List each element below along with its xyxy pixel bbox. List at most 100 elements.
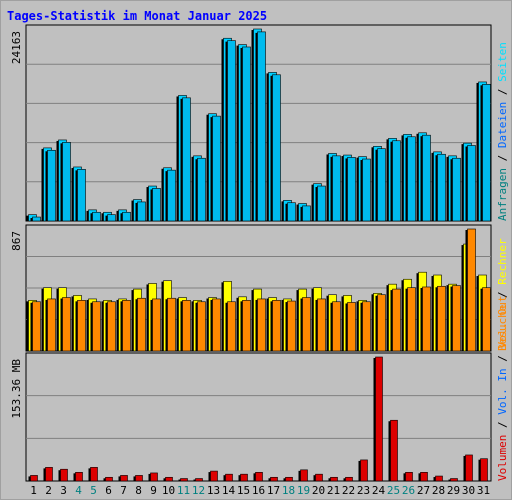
bar-rechner-day-8 — [135, 297, 146, 352]
bar-rechner-day-28-fill — [437, 285, 446, 352]
bar-dateien-day-23-fill — [362, 158, 371, 222]
x-tick-day-21: 21 — [327, 484, 340, 497]
x-tick-day-16: 16 — [252, 484, 265, 497]
bar-dateien-day-10-shadow — [165, 171, 168, 221]
bar-dateien-day-22-fill — [347, 157, 356, 222]
bar-volumen-day-15-fill — [240, 473, 248, 482]
bar-anfragen-day-9-shadow — [146, 187, 149, 221]
bar-dateien-day-7 — [120, 211, 131, 222]
bar-rechner-day-13 — [210, 298, 221, 352]
bar-anfragen-day-29-shadow — [446, 156, 449, 221]
bar-besuche-day-15-shadow — [236, 297, 239, 351]
bar-dateien-day-28-fill — [437, 153, 446, 222]
bar-volumen-day-24 — [373, 356, 383, 482]
bar-dateien-day-11 — [180, 97, 191, 222]
bar-dateien-day-28 — [435, 153, 446, 222]
bar-dateien-day-8 — [135, 201, 146, 222]
bar-volumen-day-23 — [358, 459, 368, 482]
bar-dateien-day-15 — [240, 46, 251, 222]
bar-volumen-day-19-shadow — [298, 470, 301, 481]
bar-rechner-day-9 — [150, 298, 161, 352]
bar-rechner-day-16 — [255, 298, 266, 352]
bar-dateien-day-12 — [195, 157, 206, 222]
bar-dateien-day-26-fill — [407, 136, 416, 222]
bar-dateien-day-3-fill — [62, 142, 71, 222]
bar-rechner-day-21-fill — [332, 301, 341, 352]
bar-besuche-day-18-shadow — [281, 299, 284, 351]
bar-rechner-day-16-shadow — [255, 299, 258, 351]
bar-besuche-day-19-shadow — [296, 290, 299, 351]
bar-dateien-day-21-shadow — [330, 156, 333, 221]
bar-volumen-day-2-shadow — [43, 468, 46, 481]
bar-volumen-day-27-shadow — [418, 473, 421, 481]
bar-rechner-day-19-shadow — [300, 298, 303, 351]
bar-rechner-day-7-shadow — [120, 301, 123, 351]
bar-besuche-day-25-shadow — [386, 285, 389, 351]
bar-dateien-day-24-fill — [377, 148, 386, 222]
bar-rechner-day-9-shadow — [150, 299, 153, 351]
bar-volumen-day-12 — [193, 478, 203, 482]
bar-anfragen-day-25-shadow — [386, 139, 389, 221]
bar-dateien-day-4-shadow — [75, 170, 78, 221]
bar-rechner-day-3-fill — [62, 297, 71, 352]
bar-dateien-day-29 — [450, 157, 461, 222]
bar-volumen-day-14-fill — [225, 473, 233, 482]
bar-dateien-day-28-shadow — [435, 155, 438, 221]
bar-rechner-day-29-shadow — [450, 286, 453, 351]
bar-dateien-day-19 — [300, 205, 311, 222]
bar-dateien-day-18-fill — [287, 202, 296, 222]
bar-anfragen-day-17-shadow — [266, 73, 269, 221]
bar-anfragen-day-10-shadow — [161, 168, 164, 221]
bar-rechner-day-15-fill — [242, 300, 251, 352]
bar-volumen-day-28-shadow — [433, 477, 436, 481]
y-max-label-middle: 867 — [10, 231, 23, 251]
bar-rechner-day-31-fill — [482, 287, 491, 352]
x-tick-day-8: 8 — [135, 484, 142, 497]
bar-volumen-day-10 — [163, 476, 173, 482]
bar-dateien-day-26 — [405, 136, 416, 222]
bar-dateien-day-11-shadow — [180, 98, 183, 221]
bar-rechner-day-23-shadow — [360, 302, 363, 351]
bar-volumen-day-20-fill — [315, 473, 323, 482]
bar-volumen-day-2 — [43, 467, 53, 482]
bar-rechner-day-26-shadow — [405, 288, 408, 351]
bar-volumen-day-6-fill — [105, 476, 113, 482]
bar-dateien-day-23 — [360, 158, 371, 222]
bar-dateien-day-1-fill — [32, 216, 41, 222]
bar-anfragen-day-4-shadow — [71, 167, 74, 221]
bar-dateien-day-17-fill — [272, 74, 281, 222]
bar-dateien-day-24 — [375, 148, 386, 222]
bar-dateien-day-7-shadow — [120, 213, 123, 221]
bar-rechner-day-22 — [345, 302, 356, 352]
bar-rechner-day-12-shadow — [195, 302, 198, 351]
bar-dateien-day-29-shadow — [450, 159, 453, 221]
bar-volumen-day-4 — [73, 472, 83, 482]
bar-rechner-day-4 — [75, 300, 86, 352]
bar-dateien-day-5-shadow — [90, 213, 93, 221]
bar-volumen-day-8-shadow — [133, 476, 136, 481]
bar-dateien-day-30-fill — [467, 145, 476, 222]
bar-rechner-day-14-fill — [227, 301, 236, 352]
bar-dateien-day-22 — [345, 157, 356, 222]
bar-volumen-day-26-fill — [405, 472, 413, 482]
bar-rechner-day-14-shadow — [225, 302, 228, 351]
bar-rechner-day-31-shadow — [480, 288, 483, 351]
bar-volumen-day-21-shadow — [328, 478, 331, 481]
bar-anfragen-day-6-shadow — [101, 213, 104, 221]
bar-volumen-day-3-shadow — [58, 470, 61, 481]
bar-rechner-day-15-shadow — [240, 301, 243, 351]
bar-volumen-day-31 — [478, 458, 488, 482]
bar-dateien-day-10-fill — [167, 169, 176, 222]
bar-dateien-day-10 — [165, 169, 176, 222]
bar-rechner-day-12-fill — [197, 301, 206, 352]
bar-rechner-day-20-fill — [317, 298, 326, 352]
x-tick-day-20: 20 — [312, 484, 325, 497]
bar-dateien-day-27 — [420, 134, 431, 222]
bar-besuche-day-16-shadow — [251, 290, 254, 351]
bar-rechner-day-12 — [195, 301, 206, 352]
bar-dateien-day-31-fill — [482, 84, 491, 222]
bar-volumen-day-10-fill — [165, 476, 173, 482]
bar-volumen-day-26-shadow — [403, 473, 406, 481]
legend-item-dateien: Dateien — [496, 102, 509, 148]
